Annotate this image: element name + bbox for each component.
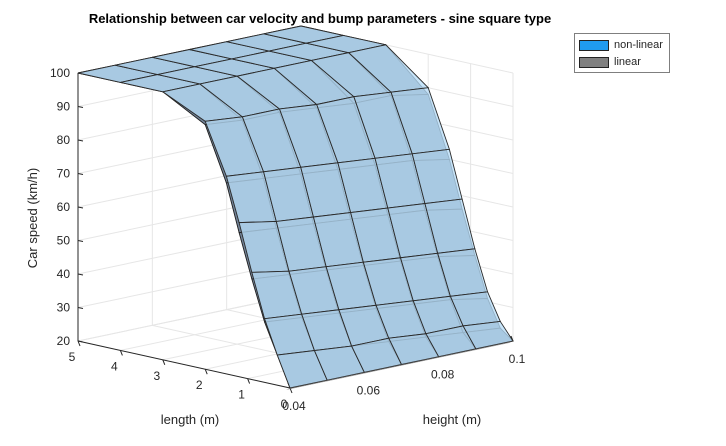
y-tick [119, 350, 123, 356]
y-tick [162, 359, 166, 365]
y-tick-label: 0 [281, 397, 288, 411]
z-tick [77, 206, 84, 209]
legend-label-non-linear: non-linear [614, 39, 663, 51]
surface-non-linear [77, 25, 514, 389]
z-tick [77, 139, 84, 142]
x-tick-label: 0.1 [509, 352, 526, 366]
z-tick-label: 90 [57, 100, 71, 114]
surfaces [77, 25, 514, 390]
y-tick-label: 4 [111, 359, 118, 373]
y-tick [247, 378, 251, 384]
z-tick [77, 173, 84, 175]
z-tick [77, 307, 84, 309]
legend-item-non-linear[interactable]: non-linear [579, 38, 663, 52]
z-axis-label: Car speed (km/h) [25, 168, 40, 268]
tick-labels: 20 30 40 50 60 70 80 90 100 0 1 2 3 4 5 0.04 0.06 0.08 0.1 [50, 66, 526, 413]
z-tick-label: 60 [57, 200, 71, 214]
y-axis-label: length (m) [161, 412, 220, 427]
z-tick-label: 80 [57, 133, 71, 147]
legend-item-linear[interactable]: linear [579, 55, 641, 69]
x-tick-label: 0.04 [282, 399, 306, 413]
z-tick-label: 40 [57, 267, 71, 281]
z-tick [77, 273, 84, 276]
x-tick-label: 0.08 [431, 368, 455, 382]
x-axis-label: height (m) [423, 412, 482, 427]
z-tick-label: 20 [57, 334, 71, 348]
z-tick-label: 30 [57, 301, 71, 315]
y-axis-line [77, 340, 291, 389]
y-tick-label: 5 [69, 350, 76, 364]
z-tick-label: 100 [50, 66, 70, 80]
z-tick [77, 340, 84, 343]
z-tick-label: 50 [57, 234, 71, 248]
surface-edge-shade [286, 341, 513, 390]
y-tick [204, 369, 208, 375]
y-tick-label: 1 [238, 388, 245, 402]
legend-swatch-non-linear [579, 39, 609, 51]
x-tick-label: 0.06 [357, 383, 381, 397]
y-tick-label: 3 [153, 369, 160, 383]
legend-swatch-linear [579, 56, 609, 68]
z-tick [77, 106, 84, 108]
legend[interactable]: non-linear linear [574, 33, 670, 73]
y-tick [77, 340, 81, 347]
legend-label-linear: linear [614, 56, 641, 68]
y-tick-label: 2 [196, 378, 203, 392]
z-tick [77, 240, 84, 242]
chart-title: Relationship between car velocity and bu… [88, 11, 552, 26]
z-tick-label: 70 [57, 167, 71, 181]
